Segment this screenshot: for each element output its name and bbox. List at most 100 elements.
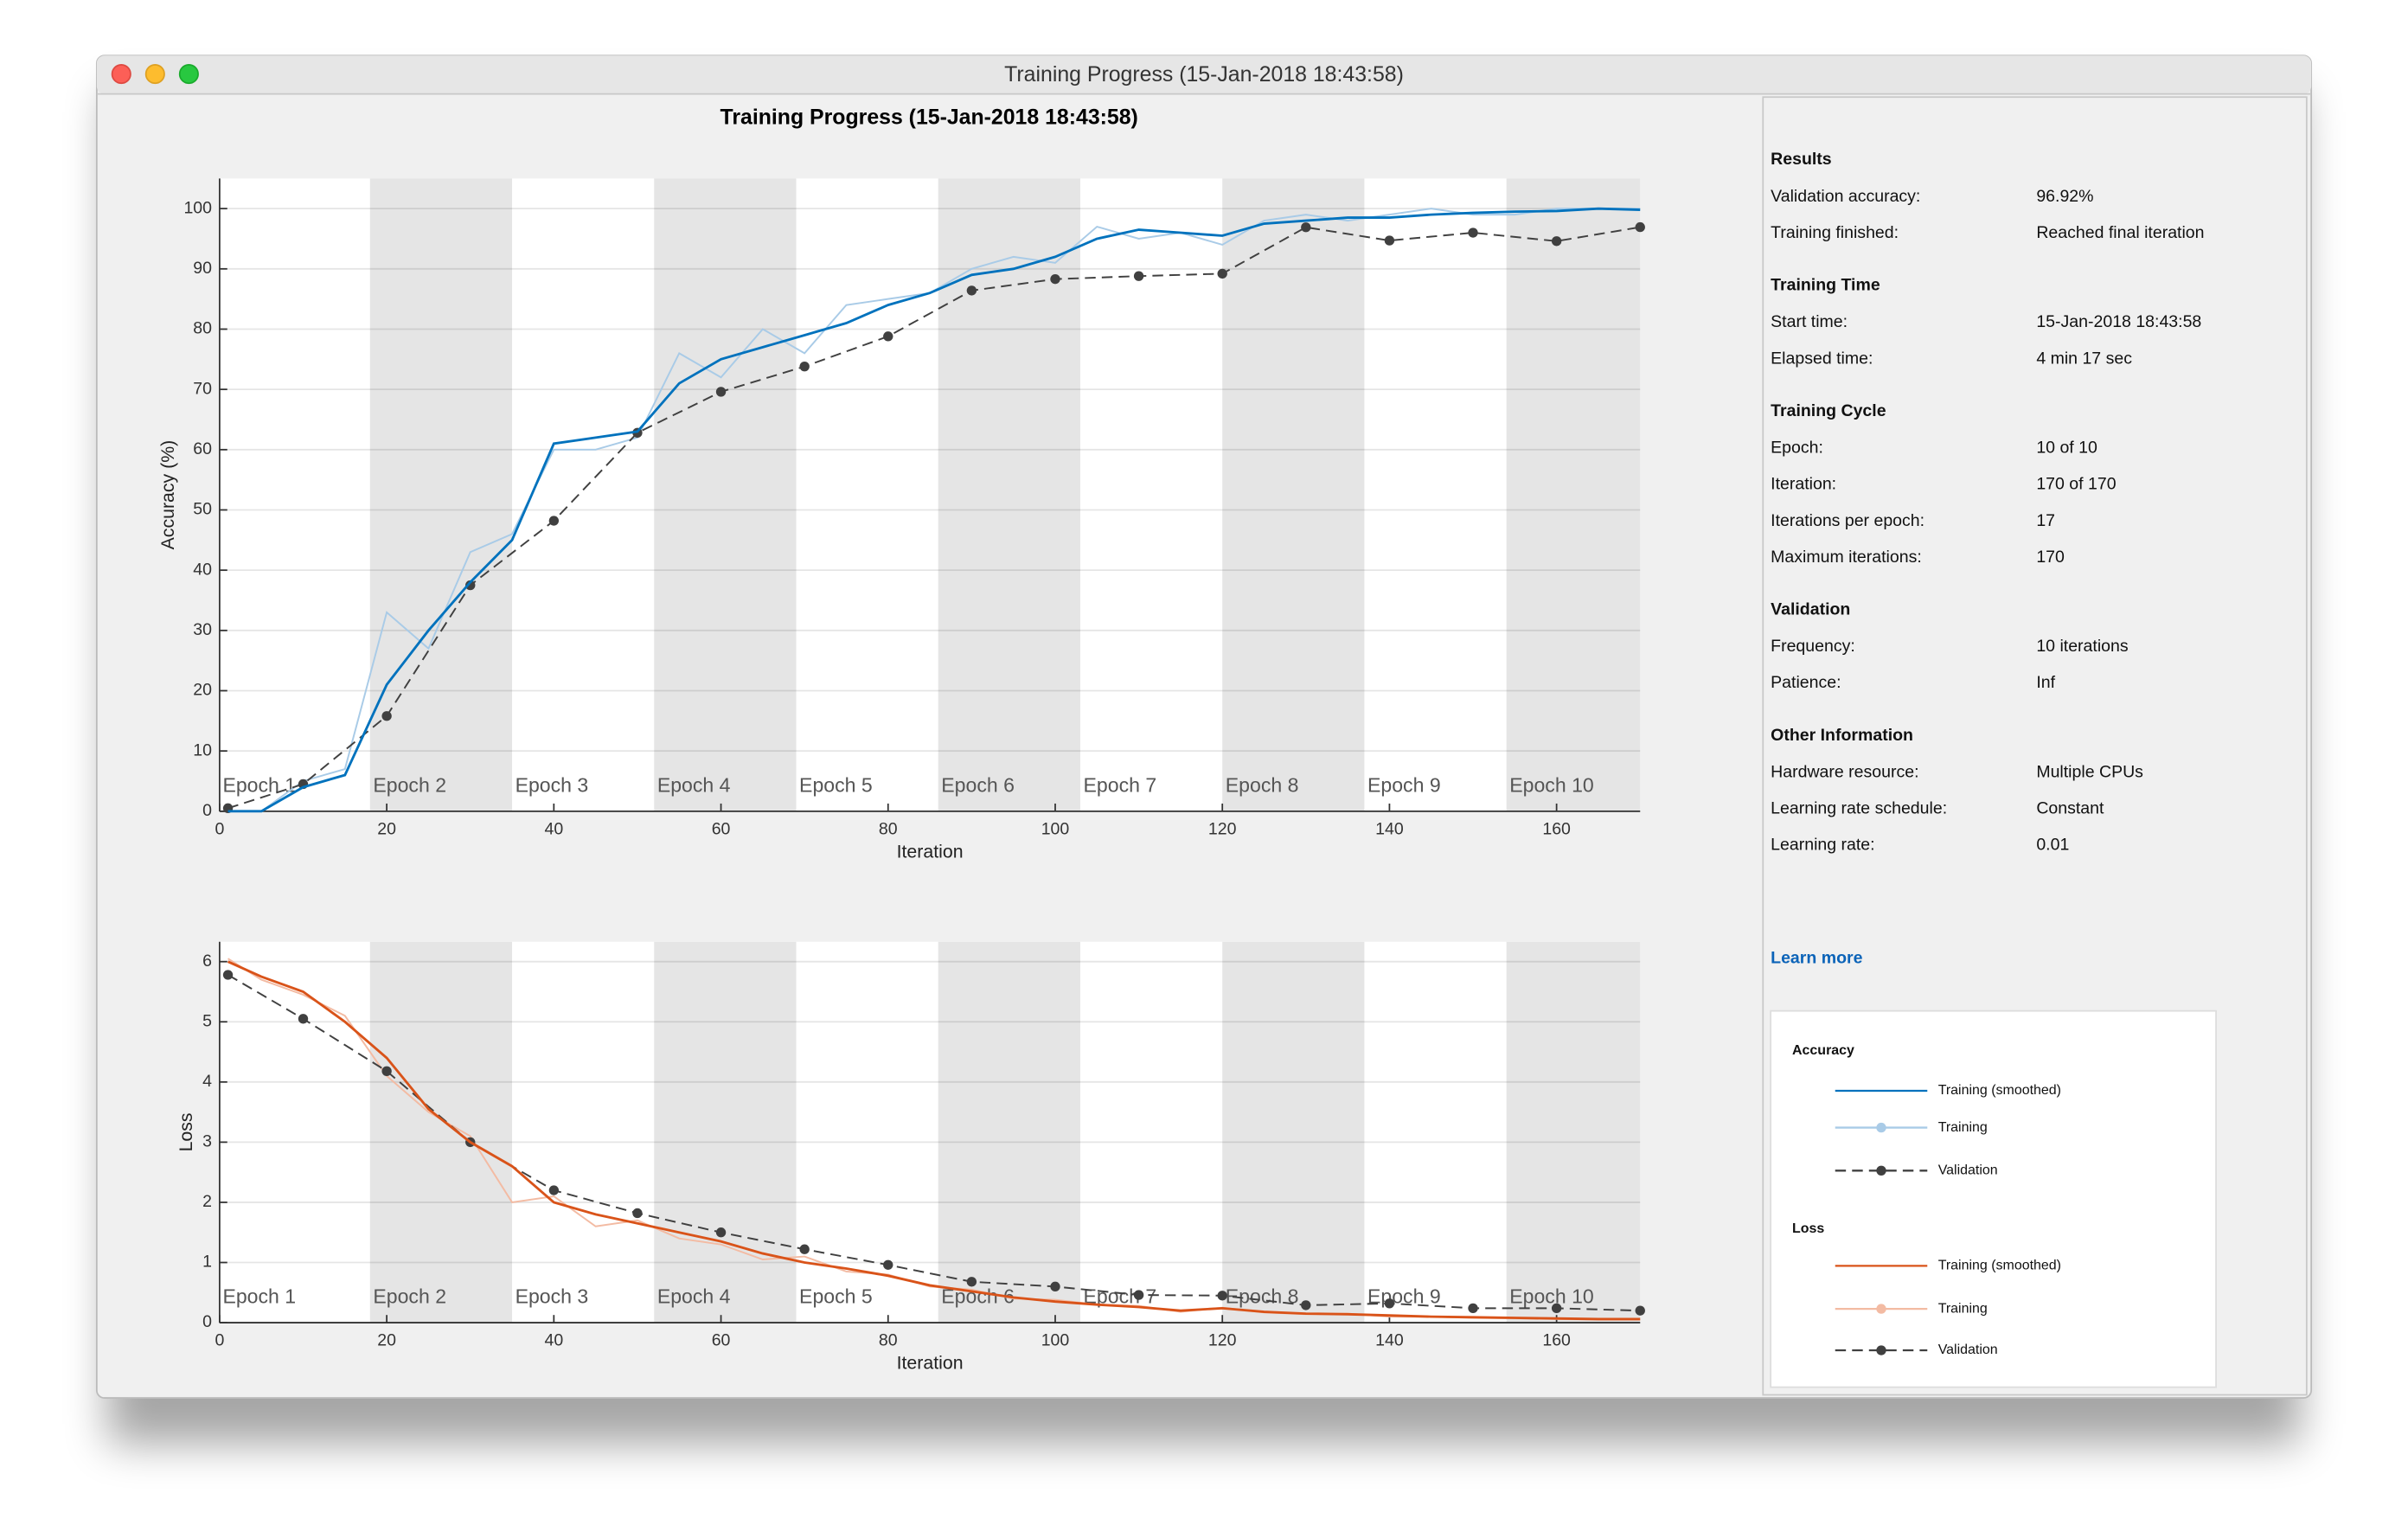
y-tick-label: 70 — [193, 379, 212, 398]
series-marker — [883, 331, 893, 342]
y-tick-label: 100 — [183, 198, 212, 217]
series-marker — [1133, 271, 1144, 281]
title-bar — [96, 55, 2312, 94]
field-label: Learning rate: — [1771, 836, 1874, 855]
series-marker — [381, 711, 392, 721]
legend-label: Validation — [1938, 1163, 1998, 1178]
epoch-label: Epoch 10 — [1509, 774, 1594, 797]
epoch-label: Epoch 10 — [1509, 1285, 1594, 1308]
series-marker — [1635, 221, 1645, 233]
series-marker — [799, 361, 810, 372]
legend-heading: Accuracy — [1792, 1043, 1854, 1058]
x-tick-label: 40 — [544, 1331, 563, 1350]
figure-title: Training Progress (15-Jan-2018 18:43:58) — [720, 106, 1138, 130]
y-tick-label: 0 — [202, 801, 212, 820]
series-marker — [1217, 1291, 1227, 1301]
legend-label: Training (smoothed) — [1938, 1083, 2061, 1098]
legend-marker — [1876, 1122, 1886, 1133]
epoch-band — [1222, 941, 1365, 1323]
x-tick-label: 80 — [879, 1331, 898, 1350]
field-value: 10 iterations — [2036, 637, 2129, 656]
zoom-button[interactable] — [178, 64, 199, 85]
field-value: 0.01 — [2036, 836, 2069, 855]
y-tick-label: 30 — [193, 620, 212, 639]
x-tick-label: 140 — [1375, 1331, 1404, 1350]
x-tick-label: 20 — [377, 819, 396, 838]
y-tick-label: 80 — [193, 319, 212, 338]
chart: 0 10 20 30 40 50 60 70 80 90 100 0 20 40 60 80 100 120 140… — [157, 178, 1645, 862]
series-marker — [715, 387, 727, 397]
window-title: Training Progress (15-Jan-2018 18:43:58) — [1004, 63, 1404, 87]
learn-more-link[interactable]: Learn more — [1771, 948, 1862, 967]
field-label: Iteration: — [1771, 475, 1836, 494]
legend-marker — [1876, 1165, 1886, 1176]
field-value: 96.92% — [2036, 187, 2093, 206]
epoch-band — [654, 178, 797, 811]
epoch-band — [369, 941, 513, 1323]
series-marker — [1050, 1281, 1060, 1292]
epoch-label: Epoch 2 — [373, 1285, 446, 1308]
series-marker — [381, 1066, 392, 1076]
series-marker — [1551, 236, 1562, 247]
panel-rows: Results Validation accuracy: 96.92% Trainin… — [1771, 150, 2204, 855]
y-axis-label: Accuracy (%) — [157, 440, 178, 550]
field-value: Multiple CPUs — [2036, 763, 2143, 782]
series-marker — [966, 1277, 977, 1287]
epoch-band — [938, 941, 1080, 1323]
series-marker — [1468, 227, 1478, 238]
series-marker — [1301, 1300, 1311, 1311]
y-tick-label: 50 — [193, 500, 212, 519]
legend-marker — [1876, 1304, 1886, 1314]
section-heading: Training Cycle — [1771, 401, 1886, 420]
epoch-band — [654, 941, 797, 1323]
section-heading: Validation — [1771, 600, 1850, 619]
minimize-button[interactable] — [144, 64, 165, 85]
series-marker — [715, 1227, 727, 1238]
series-marker — [883, 1259, 893, 1270]
x-axis-label: Iteration — [897, 841, 964, 862]
epoch-label: Epoch 2 — [373, 774, 446, 797]
series-marker — [1551, 1303, 1562, 1314]
legend: Accuracy Training (smoothed) Training Valid… — [1792, 1043, 2061, 1357]
x-tick-label: 100 — [1041, 819, 1070, 838]
y-tick-label: 10 — [193, 740, 212, 759]
series-marker — [298, 1014, 309, 1024]
field-value: Inf — [2036, 673, 2055, 692]
field-label: Start time: — [1771, 312, 1848, 331]
y-tick-label: 40 — [193, 560, 212, 579]
series-marker — [1050, 273, 1060, 285]
field-value: 170 — [2036, 548, 2065, 567]
epoch-label: Epoch 4 — [657, 774, 731, 797]
series-marker — [1217, 268, 1227, 279]
epoch-band — [369, 178, 513, 811]
field-label: Elapsed time: — [1771, 349, 1873, 368]
x-tick-label: 40 — [544, 819, 563, 838]
x-tick-label: 0 — [215, 1331, 224, 1350]
series-line — [227, 226, 1641, 810]
epoch-label: Epoch 5 — [799, 1285, 873, 1308]
section-heading: Other Information — [1771, 726, 1913, 745]
x-axis-label: Iteration — [897, 1353, 964, 1374]
field-label: Hardware resource: — [1771, 763, 1918, 782]
epoch-band — [1506, 178, 1641, 811]
y-tick-label: 4 — [202, 1072, 212, 1091]
field-label: Frequency: — [1771, 637, 1855, 656]
field-value: 17 — [2036, 511, 2055, 530]
series-marker — [465, 580, 476, 591]
x-tick-label: 160 — [1542, 1331, 1571, 1350]
legend-heading: Loss — [1792, 1221, 1824, 1236]
series-marker — [1384, 1298, 1395, 1309]
epoch-label: Epoch 1 — [222, 1285, 296, 1308]
close-button[interactable] — [111, 64, 131, 85]
field-value: 10 of 10 — [2036, 439, 2097, 458]
x-tick-label: 60 — [712, 819, 731, 838]
x-tick-label: 120 — [1208, 819, 1237, 838]
legend-label: Training — [1938, 1120, 1988, 1135]
y-tick-label: 60 — [193, 439, 212, 458]
series-marker — [222, 970, 234, 980]
epoch-label: Epoch 3 — [516, 774, 589, 797]
